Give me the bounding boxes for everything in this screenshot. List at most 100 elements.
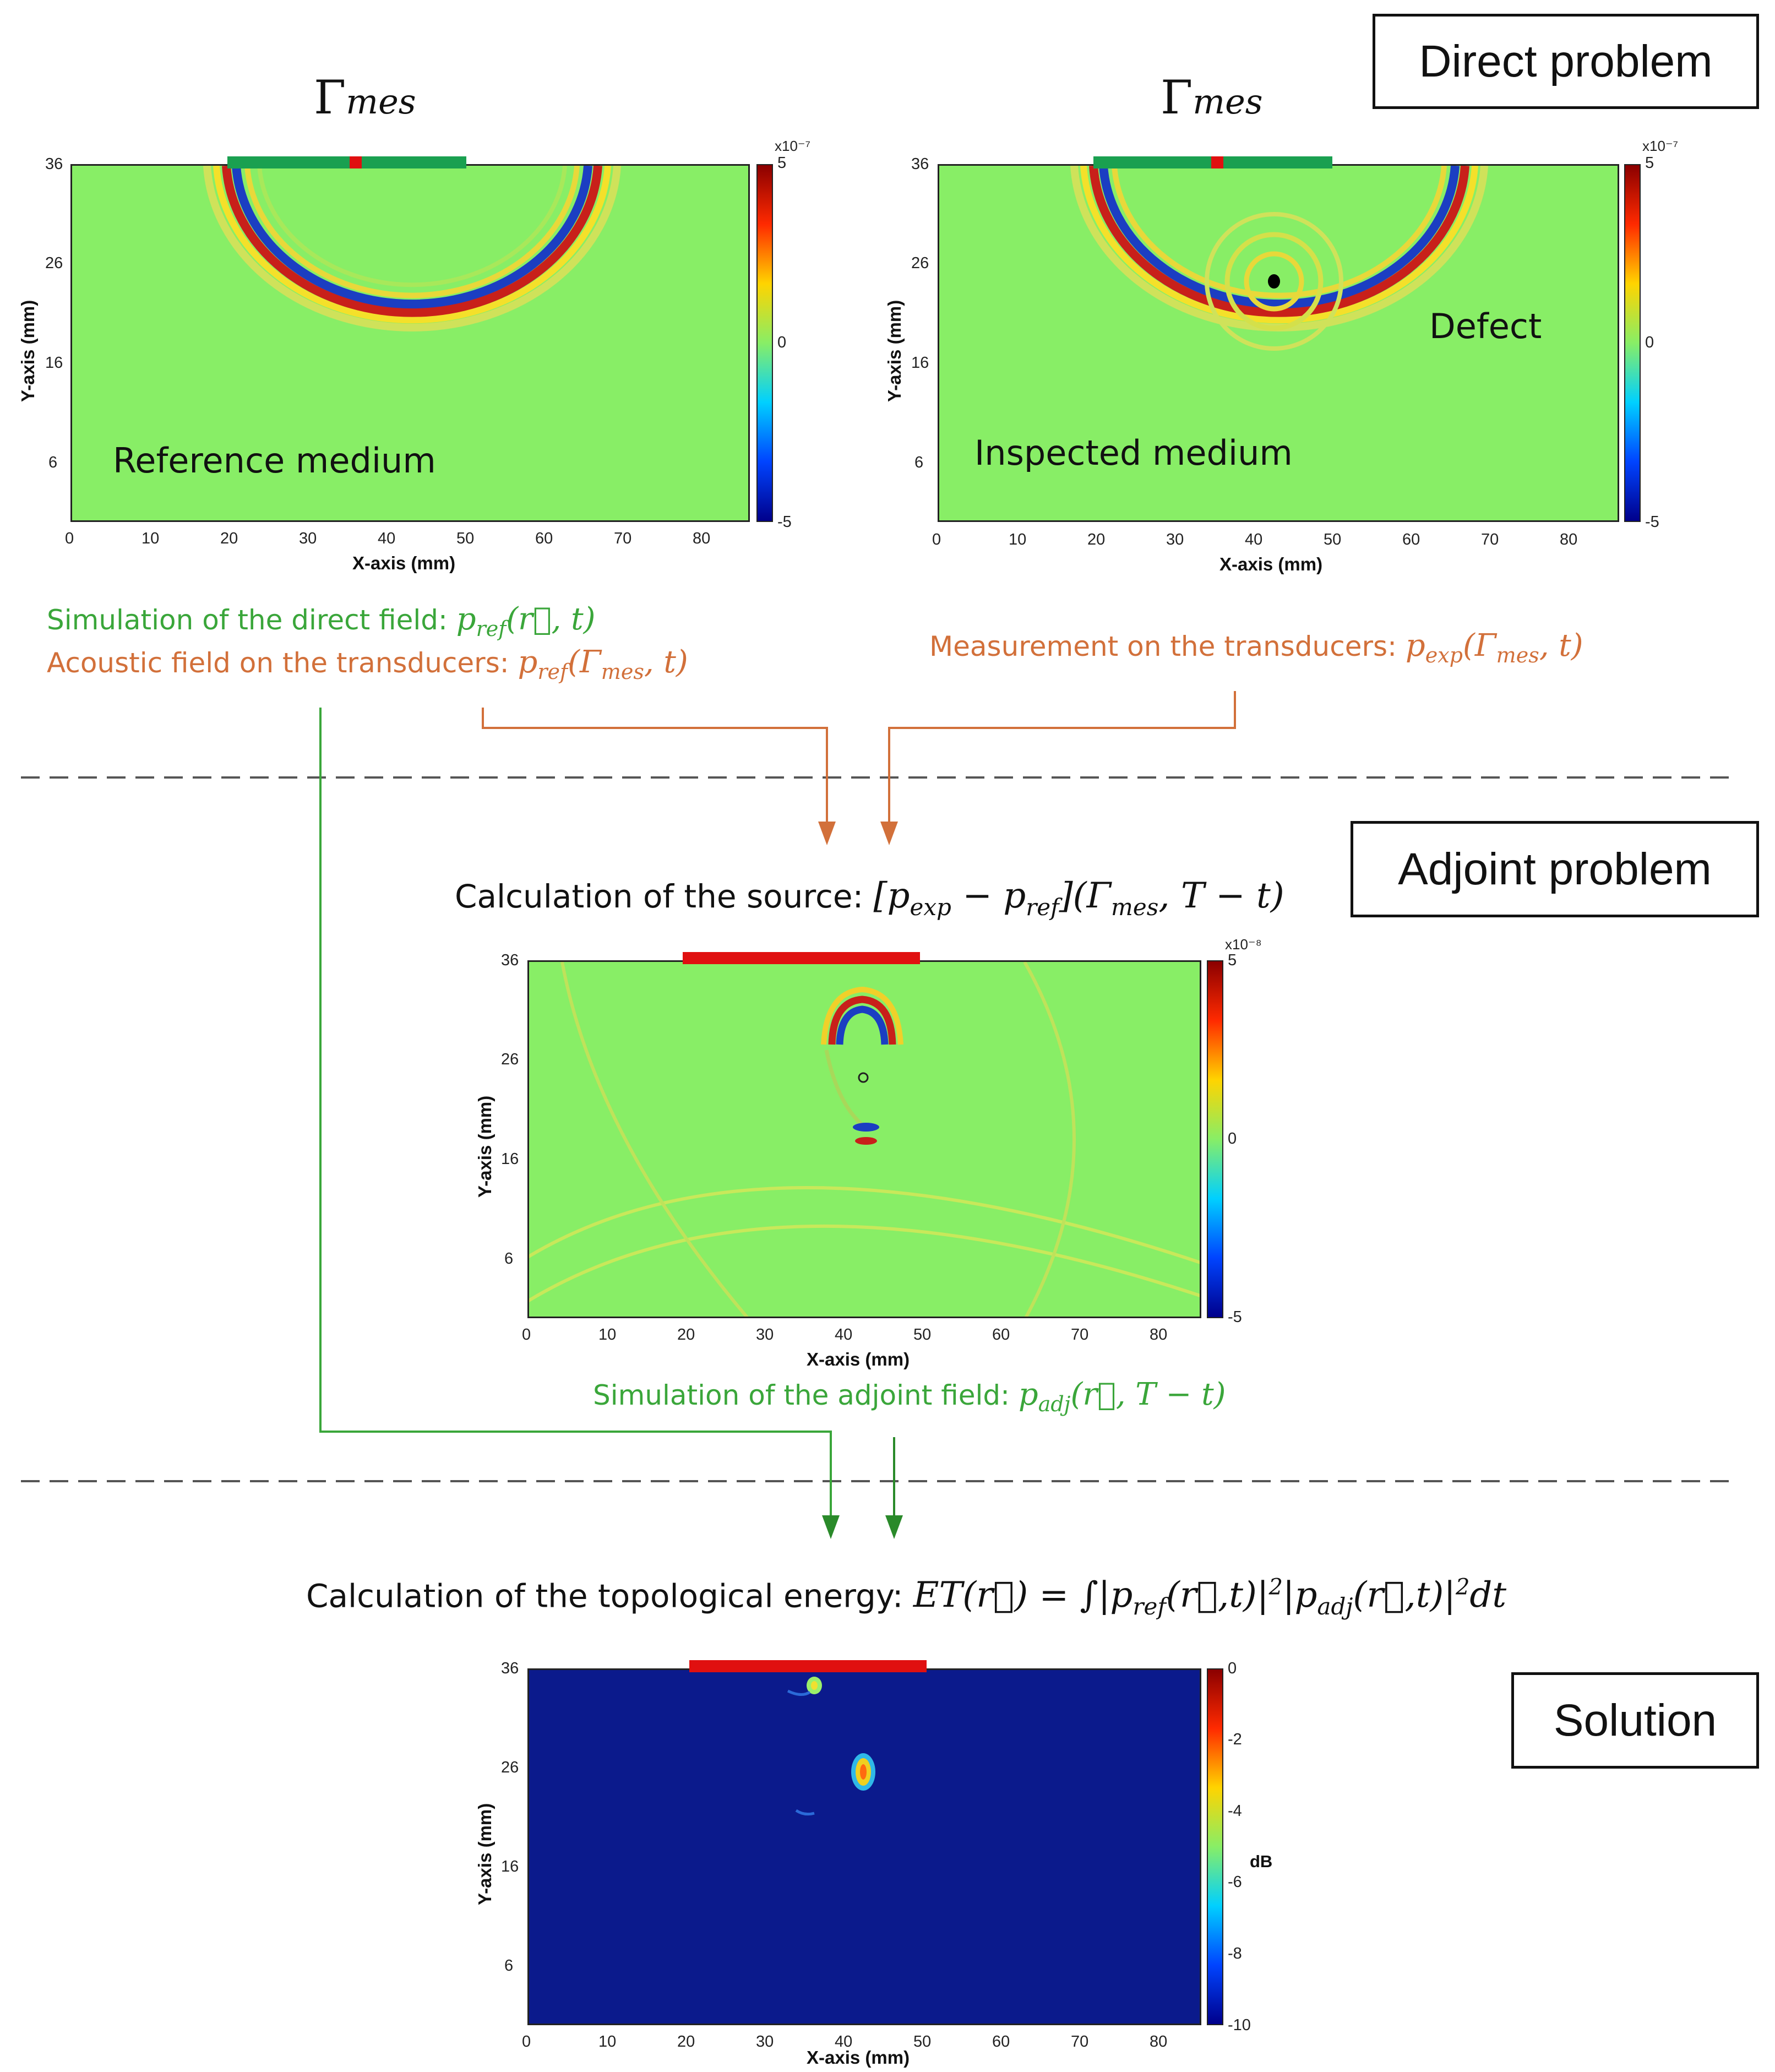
ytick: 26 <box>501 1759 519 1776</box>
adjoint-red <box>828 996 896 1045</box>
xtick: 0 <box>522 2033 531 2051</box>
cbar-tick: -5 <box>777 513 792 531</box>
solution-energy-map <box>787 1677 875 1816</box>
cbar-tick: -4 <box>1228 1802 1242 1820</box>
xtick: 10 <box>598 2033 617 2051</box>
wave-faint <box>257 166 567 287</box>
xtick: 80 <box>693 530 711 547</box>
ytick: 36 <box>45 155 63 173</box>
xtick: 80 <box>1150 1326 1168 1344</box>
inspected-medium-label: Inspected medium <box>974 433 1293 473</box>
xtick: 30 <box>756 1326 774 1344</box>
cbar-tick: -6 <box>1228 1873 1242 1891</box>
xtick: 30 <box>756 2033 774 2051</box>
xtick: 30 <box>1166 531 1184 548</box>
section-box-solution: Solution <box>1511 1672 1759 1769</box>
wave-blue <box>1099 166 1460 309</box>
adjoint-lower-red <box>855 1137 877 1145</box>
reference-medium-label: Reference medium <box>113 440 436 481</box>
xtick: 70 <box>614 530 632 547</box>
arrowhead-exp-to-source <box>880 822 898 845</box>
cbar-tick: 0 <box>1228 1660 1237 1677</box>
gamma-mes-label-left: Γmes <box>314 70 416 124</box>
xtick: 10 <box>1009 531 1027 548</box>
caption-text: Simulation of the adjoint field: <box>593 1379 1010 1411</box>
ytick: 16 <box>45 354 63 372</box>
cbar-tick: 0 <box>777 334 787 351</box>
wave-red <box>1089 166 1469 317</box>
xtick: 60 <box>1402 531 1420 548</box>
colorbar-exponent: x10⁻⁷ <box>1642 138 1679 154</box>
caption-text: Simulation of the direct field: <box>47 604 448 636</box>
xtick: 10 <box>598 1326 617 1344</box>
cbar-tick: -8 <box>1228 1945 1242 1962</box>
cbar-tick: 0 <box>1228 1130 1237 1148</box>
y-axis-label: Y-axis (mm) <box>475 1803 495 1905</box>
transducer-emitter-red <box>350 156 362 168</box>
xtick: 40 <box>378 530 396 547</box>
xtick: 60 <box>992 2033 1010 2051</box>
xtick: 0 <box>65 530 74 547</box>
x-axis-label: X-axis (mm) <box>807 1349 910 1369</box>
reference-colorbar <box>756 164 773 522</box>
xtick: 50 <box>913 2033 932 2051</box>
xtick: 60 <box>992 1326 1010 1344</box>
energy-spot-top-core <box>811 1681 818 1690</box>
defect-position-marker <box>858 1072 869 1083</box>
caption-direct-field: Simulation of the direct field: pref(r⃗,… <box>47 601 596 641</box>
wave-yellow <box>213 166 611 324</box>
formula-text: Calculation of the topological energy: <box>306 1577 903 1615</box>
scatter-ring-3 <box>1205 212 1343 351</box>
gamma-subscript: mes <box>346 81 416 122</box>
adjoint-trail <box>824 1049 867 1129</box>
arrowhead-adjoint-to-energy <box>885 1515 903 1539</box>
xtick: 10 <box>141 530 160 547</box>
xtick: 60 <box>535 530 553 547</box>
xtick: 50 <box>456 530 475 547</box>
gamma-mes-label-right: Γmes <box>1161 70 1263 124</box>
wave-inner <box>1112 166 1447 298</box>
x-axis-label: X-axis (mm) <box>352 553 456 573</box>
transducer-array-red <box>689 1660 927 1672</box>
xtick: 80 <box>1150 2033 1168 2051</box>
inspected-colorbar <box>1624 164 1641 522</box>
scatter-ring-2 <box>1224 232 1324 331</box>
cbar-tick: 5 <box>1645 154 1654 172</box>
adjoint-lower-blue <box>853 1123 879 1132</box>
formula-topological-energy: Calculation of the topological energy: E… <box>306 1575 1506 1620</box>
arrowhead-direct-to-energy <box>822 1515 840 1539</box>
gamma-symbol: Γ <box>1161 70 1193 124</box>
defect-marker <box>1268 274 1280 289</box>
xtick: 20 <box>1087 531 1106 548</box>
x-axis-label: X-axis (mm) <box>1219 554 1323 574</box>
wave-outer-ring <box>203 166 621 331</box>
xtick: 50 <box>1324 531 1342 548</box>
arrowhead-ref-to-source <box>818 822 836 845</box>
wave-red <box>222 166 602 317</box>
ytick: 16 <box>911 354 929 372</box>
formula-text: Calculation of the source: <box>455 878 864 915</box>
math-source: [pexp − pref](Γmes, T − t) <box>873 875 1284 921</box>
section-box-adjoint: Adjoint problem <box>1351 821 1759 917</box>
connector-direct-to-energy <box>319 708 832 1528</box>
xtick: 40 <box>835 2033 853 2051</box>
ytick: 16 <box>501 1858 519 1875</box>
xtick: 0 <box>932 531 941 548</box>
scatter-ring-1 <box>1244 251 1304 312</box>
caption-text: Acoustic field on the transducers: <box>47 647 509 679</box>
adjoint-colorbar <box>1207 960 1223 1318</box>
ytick: 36 <box>501 1660 519 1677</box>
xtick: 20 <box>220 530 238 547</box>
xtick: 70 <box>1071 1326 1089 1344</box>
ytick: 6 <box>48 454 58 471</box>
y-axis-label: Y-axis (mm) <box>18 300 38 402</box>
inspected-field-plot <box>938 164 1619 522</box>
ytick: 6 <box>504 1250 514 1268</box>
wave-inner <box>244 166 580 298</box>
xtick: 70 <box>1481 531 1499 548</box>
colorbar-exponent: x10⁻⁸ <box>1225 936 1262 953</box>
colorbar-unit: dB <box>1250 1852 1273 1871</box>
colorbar-exponent: x10⁻⁷ <box>775 138 811 154</box>
ripple-1 <box>529 1186 1200 1264</box>
math-p-ref-rt: pref(r⃗, t) <box>456 601 596 641</box>
